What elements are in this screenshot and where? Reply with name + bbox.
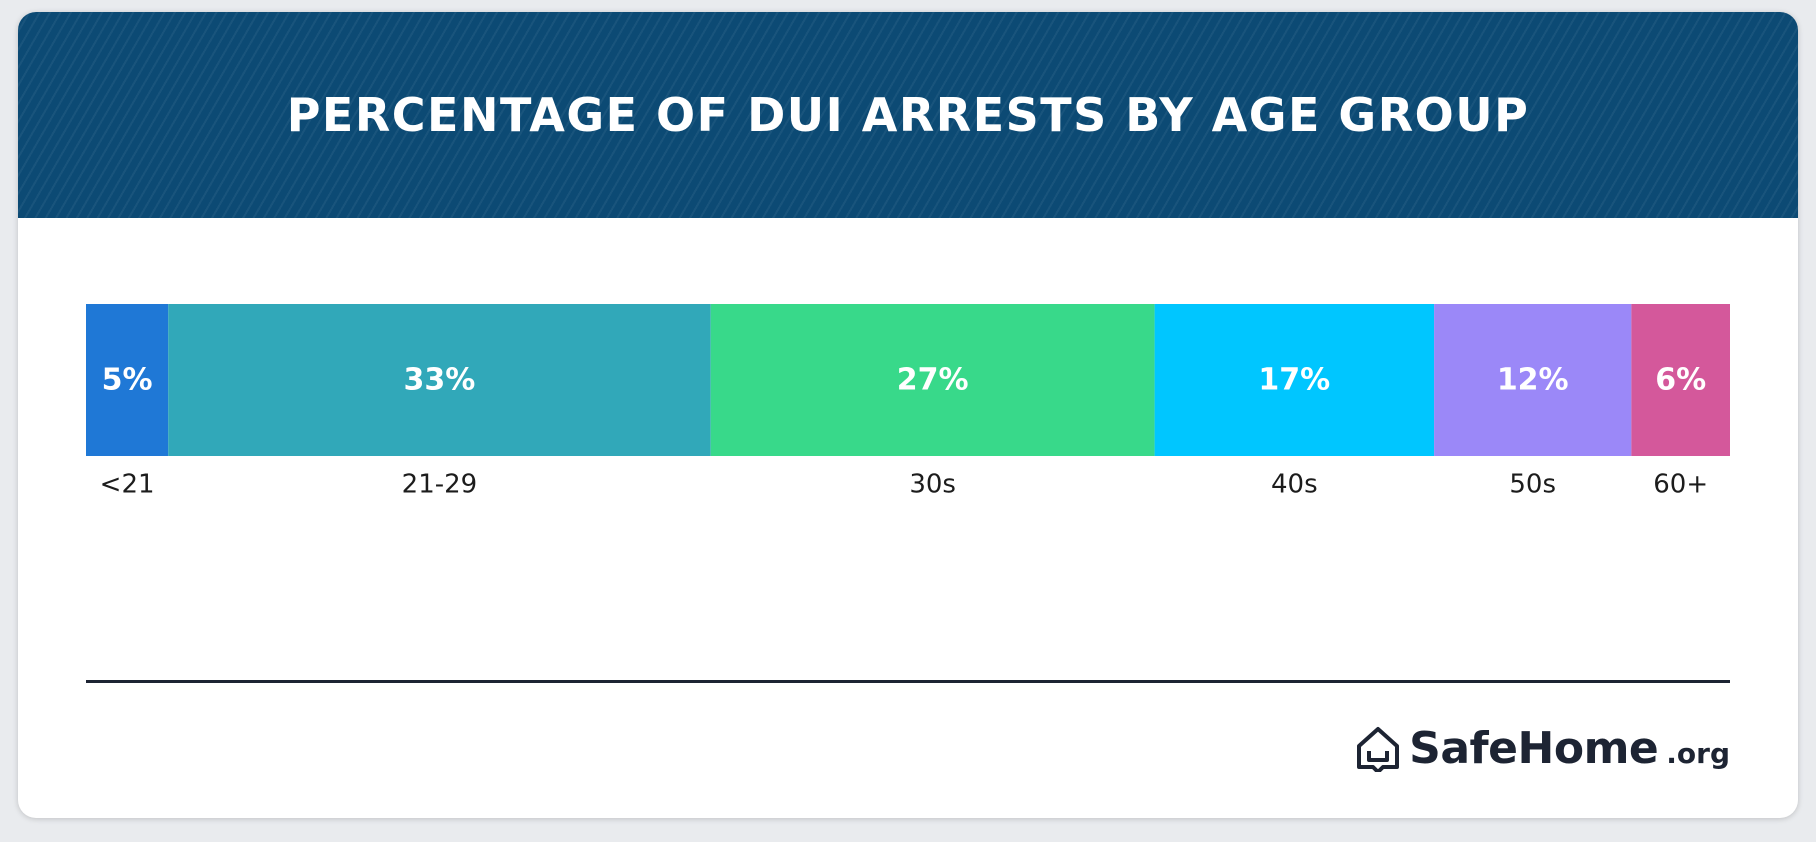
brand-tld: .org bbox=[1666, 737, 1730, 770]
category-label-40s: 40s bbox=[1271, 469, 1318, 499]
safehome-logo: SafeHome .org bbox=[1355, 724, 1730, 772]
page-title: PERCENTAGE OF DUI ARRESTS BY AGE GROUP bbox=[286, 88, 1530, 142]
data-label-21: 5% bbox=[102, 363, 153, 398]
bar-segment-21-29 bbox=[168, 304, 711, 456]
stacked-bar-chart: 5% <21 33% 21-29 27% 30s 17% 40s 12% 50s 6% 60+ bbox=[86, 304, 1730, 499]
bar-segment-60 bbox=[1631, 304, 1730, 456]
infographic-card: PERCENTAGE OF DUI ARRESTS BY AGE GROUP 5… bbox=[18, 12, 1798, 818]
data-label-30s: 27% bbox=[897, 363, 969, 398]
data-label-50s: 12% bbox=[1497, 363, 1569, 398]
bar-segment-30s bbox=[710, 304, 1155, 456]
category-label-21: <21 bbox=[100, 469, 155, 499]
brand-name: SafeHome bbox=[1409, 723, 1659, 774]
house-logo-icon bbox=[1357, 727, 1400, 772]
category-label-30s: 30s bbox=[909, 469, 956, 499]
bar-segment-21 bbox=[86, 304, 169, 456]
category-label-50s: 50s bbox=[1509, 469, 1556, 499]
bar-segment-50s bbox=[1434, 304, 1632, 456]
data-label-21-29: 33% bbox=[404, 363, 476, 398]
data-label-60: 6% bbox=[1655, 363, 1706, 398]
divider-line bbox=[86, 680, 1730, 683]
category-label-21-29: 21-29 bbox=[402, 469, 478, 499]
bar-segment-40s bbox=[1154, 304, 1435, 456]
category-label-60: 60+ bbox=[1653, 469, 1708, 499]
data-label-40s: 17% bbox=[1258, 363, 1330, 398]
header-banner: PERCENTAGE OF DUI ARRESTS BY AGE GROUP bbox=[18, 12, 1798, 218]
